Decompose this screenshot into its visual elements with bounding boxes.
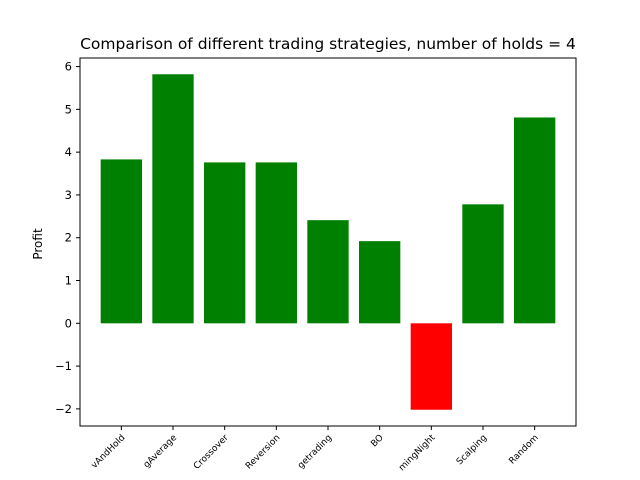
y-tick-label: 6 — [65, 60, 72, 74]
bar-7 — [462, 204, 504, 324]
y-tick-label: 3 — [65, 188, 72, 202]
bar-5 — [359, 241, 401, 324]
bar-0 — [100, 159, 142, 324]
x-tick-label: Scalping — [455, 433, 489, 467]
x-tick-label: BO — [369, 433, 385, 449]
bar-8 — [514, 117, 556, 324]
x-tick-label: Reversion — [244, 433, 282, 471]
y-tick-label: −1 — [55, 359, 72, 373]
y-axis-ticks: −2 −1 0 1 2 3 4 5 6 — [55, 60, 80, 416]
bar-3 — [255, 162, 297, 324]
x-tick-label: getrading — [296, 433, 334, 471]
y-tick-label: −2 — [55, 402, 72, 416]
y-tick-label: 5 — [65, 102, 72, 116]
bar-2 — [204, 162, 246, 324]
y-tick-label: 0 — [65, 316, 72, 330]
bar-1 — [152, 74, 194, 324]
x-tick-label: Random — [507, 433, 540, 466]
y-tick-label: 4 — [65, 145, 72, 159]
y-tick-label: 1 — [65, 274, 72, 288]
x-tick-label: vAndHold — [90, 433, 128, 471]
bar-4 — [307, 220, 349, 324]
x-tick-label: gAverage — [142, 433, 180, 471]
bars-group — [100, 74, 556, 410]
y-tick-label: 2 — [65, 231, 72, 245]
bar-6 — [410, 323, 452, 410]
x-tick-label: mingNight — [397, 433, 438, 474]
chart-title: Comparison of different trading strategi… — [80, 35, 576, 53]
x-tick-label: Crossover — [192, 433, 231, 472]
plot-frame — [79, 57, 577, 427]
x-axis-ticks: vAndHold gAverage Crossover Reversion getrad… — [90, 426, 541, 473]
y-axis-label: Profit — [31, 228, 45, 260]
